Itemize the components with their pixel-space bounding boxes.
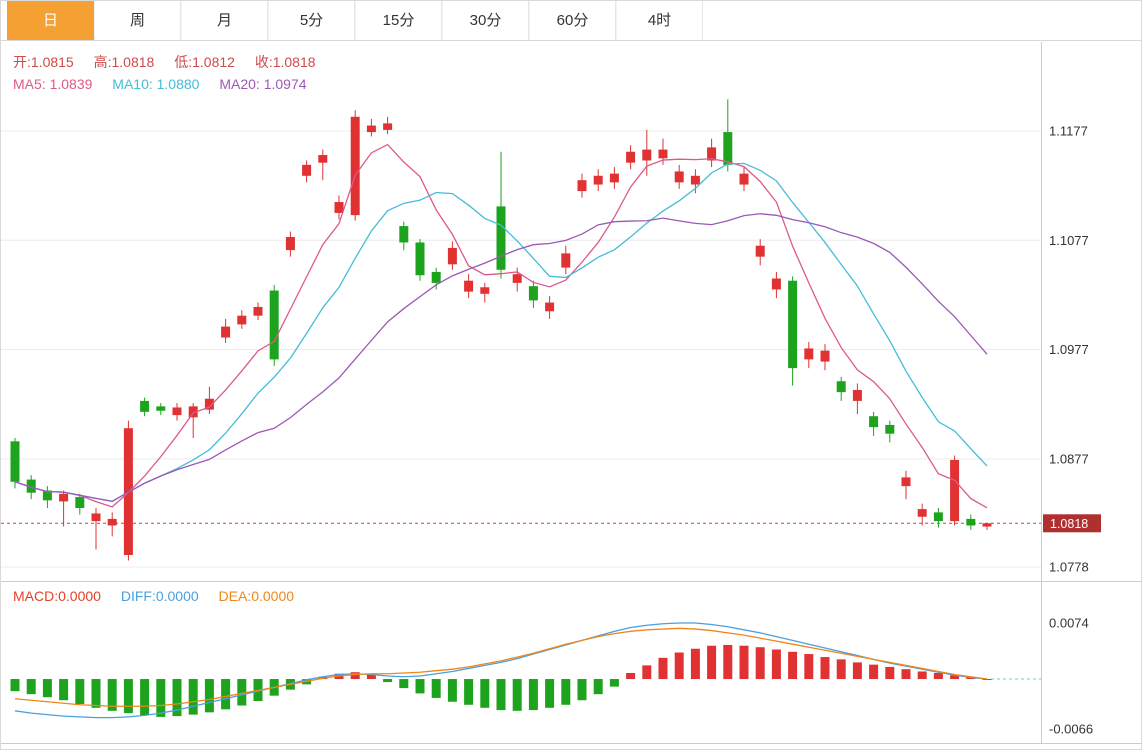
tab-15分[interactable]: 15分 [355, 1, 442, 40]
tab-周[interactable]: 周 [94, 1, 181, 40]
tab-日[interactable]: 日 [7, 1, 94, 40]
grid-lines [1, 130, 1041, 568]
dea-line [14, 627, 988, 707]
ma20-line [14, 213, 988, 502]
macd-axis-label: -0.0066 [1049, 722, 1093, 737]
panel-borders [1, 42, 1141, 744]
price-axis-labels: 1.1177 1.1077 1.0977 1.0877 1.0778 [1049, 124, 1089, 575]
tab-5分[interactable]: 5分 [268, 1, 355, 40]
ma5-line [14, 143, 988, 509]
tab-60分[interactable]: 60分 [529, 1, 616, 40]
tab-月[interactable]: 月 [181, 1, 268, 40]
price-axis-label: 1.0778 [1049, 560, 1089, 575]
price-axis-label: 1.0977 [1049, 342, 1089, 357]
macd-axis-label: 0.0074 [1049, 616, 1089, 631]
ma10-line [14, 162, 988, 502]
price-axis-label: 1.1177 [1049, 124, 1088, 139]
tab-30分[interactable]: 30分 [442, 1, 529, 40]
diff-line [14, 622, 988, 719]
price-axis-label: 1.1077 [1049, 233, 1089, 248]
macd-histogram [10, 644, 992, 717]
svg-text:1.0818: 1.0818 [1050, 517, 1088, 531]
tab-4时[interactable]: 4时 [616, 1, 703, 40]
timeframe-tabbar: 日周月 5分 15分 30分 60分 4时 [1, 1, 1141, 41]
candles-layer [10, 99, 992, 561]
current-price-tag: 1.0818 [1043, 514, 1101, 533]
price-axis-label: 1.0877 [1049, 451, 1089, 466]
macd-axis-labels: 0.0074 -0.0066 [1049, 616, 1093, 737]
